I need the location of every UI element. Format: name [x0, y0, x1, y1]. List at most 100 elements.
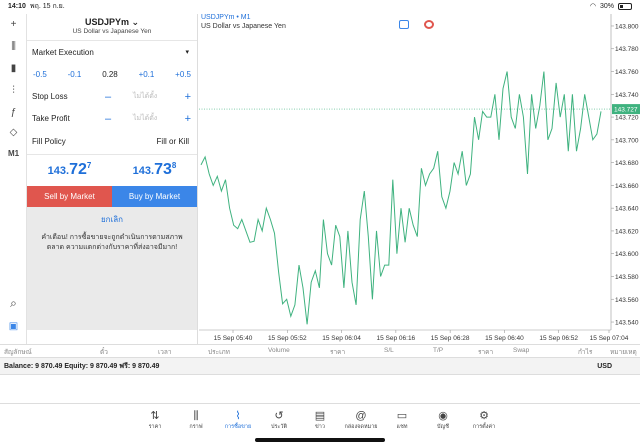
y-tick-label: 143.720: [615, 115, 639, 122]
stop-loss-row: Stop Loss – ไม่ได้ตั้ง +: [27, 86, 197, 108]
crosshair-icon[interactable]: +: [10, 19, 17, 30]
volume-plus-05[interactable]: +0.5: [175, 70, 191, 79]
sliders-icon[interactable]: ⫶: [12, 85, 15, 96]
order-footer: ยกเลิก คำเตือน! การซื้อขายจะถูกดำเนินการ…: [27, 207, 197, 330]
nav-chat[interactable]: ▭ แชท: [382, 409, 422, 431]
execution-select[interactable]: Market Execution ▾: [27, 40, 197, 64]
volume-plus-01[interactable]: +0.1: [138, 70, 155, 79]
y-tick-label: 143.700: [615, 137, 639, 144]
bars-icon[interactable]: ▮: [10, 63, 17, 74]
col-tp: T/P: [433, 347, 444, 354]
volume-minus-05[interactable]: -0.5: [33, 70, 47, 79]
home-indicator: [255, 438, 385, 442]
status-right: ◠ 30%: [590, 0, 632, 13]
ask-price: 143.738: [132, 161, 177, 178]
bottom-nav: ⇅ ราคา ⫼ กราฟ ⌇ การซื้อขาย ↺ ประวัติ ▤ ข่าว @…: [0, 403, 640, 447]
take-profit-minus[interactable]: –: [105, 113, 112, 125]
x-tick-label: 15 Sep 06:16: [377, 335, 416, 342]
symbol-header[interactable]: USDJPYm ⌄ US Dollar vs Japanese Yen: [27, 14, 197, 40]
price-chart[interactable]: USDJPYm • M1 US Dollar vs Japanese Yen 1…: [199, 14, 640, 344]
trade-table-header: สัญลักษณ์ ตั๋ว เวลา ประเภท Volume ราคา S…: [0, 344, 640, 357]
y-tick-label: 143.780: [615, 46, 639, 53]
col-current-price: ราคา: [478, 349, 494, 356]
y-tick-label: 143.540: [615, 320, 639, 327]
fill-policy-label: Fill Policy: [32, 137, 66, 146]
nav-trade[interactable]: ⌇ การซื้อขาย: [218, 409, 258, 431]
y-tick-label: 143.680: [615, 160, 639, 167]
y-tick-label: 143.640: [615, 206, 639, 213]
stop-loss-plus[interactable]: +: [184, 91, 191, 103]
x-tick-label: 15 Sep 06:40: [485, 335, 524, 342]
y-tick-label: 143.740: [615, 92, 639, 99]
status-bar: 14:10 พฤ. 15 ก.ย. ◠ 30%: [0, 0, 640, 13]
y-tick-label: 143.760: [615, 69, 639, 76]
buy-button[interactable]: Buy by Market: [112, 186, 197, 207]
x-tick-label: 15 Sep 06:04: [322, 335, 361, 342]
cancel-button[interactable]: ยกเลิก: [100, 215, 123, 224]
y-tick-label: 143.620: [615, 228, 639, 235]
x-tick-label: 15 Sep 07:04: [590, 335, 629, 342]
nav-chart[interactable]: ⫼ กราฟ: [176, 409, 216, 431]
symbol-description: US Dollar vs Japanese Yen: [72, 28, 152, 35]
fill-policy-value[interactable]: Fill or Kill: [156, 137, 189, 146]
y-tick-label: 143.600: [615, 251, 639, 258]
volume-value[interactable]: 0.28: [102, 70, 118, 79]
stop-loss-minus[interactable]: –: [105, 91, 112, 103]
history-icon: ↺: [274, 410, 284, 422]
fill-policy-row[interactable]: Fill Policy Fill or Kill: [27, 130, 197, 154]
quotes-icon: ⇅: [150, 410, 160, 422]
candles-icon[interactable]: ⫼: [11, 41, 16, 52]
nav-mailbox[interactable]: @ กล่องจดหมาย: [341, 409, 381, 431]
balance-currency: USD: [597, 363, 612, 370]
volume-stepper: -0.5 -0.1 0.28 +0.1 +0.5: [27, 64, 197, 86]
chart-toolbar: [399, 20, 434, 29]
chart-canvas[interactable]: 143.800143.780143.760143.740143.720143.7…: [199, 14, 640, 344]
shapes-icon[interactable]: ◇: [9, 127, 18, 138]
x-tick-label: 15 Sep 06:52: [539, 335, 578, 342]
y-tick-label: 143.660: [615, 183, 639, 190]
current-price-label: 143.727: [614, 107, 638, 114]
chart-title: USDJPYm • M1: [201, 14, 251, 21]
one-click-trading-icon[interactable]: [399, 20, 409, 29]
take-profit-row: Take Profit – ไม่ได้ตั้ง +: [27, 108, 197, 130]
tool-rail: + ⫼ ▮ ⫶ ƒ ◇ M1 ⌕ ▣: [0, 14, 27, 344]
y-tick-label: 143.580: [615, 274, 639, 281]
stop-loss-label: Stop Loss: [32, 92, 68, 101]
wifi-icon: ◠: [589, 3, 596, 10]
settings-icon: ⚙: [479, 410, 489, 422]
chat-icon: ▭: [396, 410, 408, 422]
col-swap: Swap: [513, 347, 530, 354]
zoom-icon[interactable]: ⌕: [10, 296, 17, 310]
col-sl: S/L: [384, 347, 394, 354]
chart-icon: ⫼: [193, 410, 199, 422]
status-time: 14:10: [8, 3, 26, 10]
indicator-toggle-icon[interactable]: [424, 20, 434, 29]
execution-label: Market Execution: [32, 48, 94, 57]
function-icon[interactable]: ƒ: [10, 107, 17, 118]
stop-loss-input[interactable]: ไม่ได้ตั้ง: [133, 93, 158, 100]
take-profit-plus[interactable]: +: [184, 113, 191, 125]
nav-accounts[interactable]: ◉ บัญชี: [423, 409, 463, 431]
y-tick-label: 143.800: [615, 23, 639, 30]
balance-text: Balance: 9 870.49 Equity: 9 870.49 ฟรี: …: [4, 363, 160, 370]
battery-icon: [618, 3, 632, 10]
volume-minus-01[interactable]: -0.1: [67, 70, 82, 79]
symbol-name[interactable]: USDJPYm ⌄: [84, 17, 140, 27]
nav-history[interactable]: ↺ ประวัติ: [259, 409, 299, 431]
col-symbol: สัญลักษณ์: [4, 349, 32, 356]
nav-quotes[interactable]: ⇅ ราคา: [135, 409, 175, 431]
col-comment: หมายเหตุ: [610, 349, 637, 356]
battery-percent: 30%: [599, 3, 614, 10]
nav-news[interactable]: ▤ ข่าว: [300, 409, 340, 431]
order-icon[interactable]: ▣: [8, 321, 19, 332]
take-profit-input[interactable]: ไม่ได้ตั้ง: [133, 115, 158, 122]
bid-price: 143.727: [47, 161, 92, 178]
price-series-line: [200, 71, 602, 325]
news-icon: ▤: [314, 410, 326, 422]
nav-settings[interactable]: ⚙ การตั้งค่า: [464, 409, 504, 431]
order-panel: USDJPYm ⌄ US Dollar vs Japanese Yen Mark…: [27, 14, 198, 344]
col-profit: กำไร: [578, 349, 593, 356]
timeframe-button[interactable]: M1: [7, 149, 20, 158]
sell-button[interactable]: Sell by Market: [27, 186, 112, 207]
x-tick-label: 15 Sep 05:40: [214, 335, 253, 342]
